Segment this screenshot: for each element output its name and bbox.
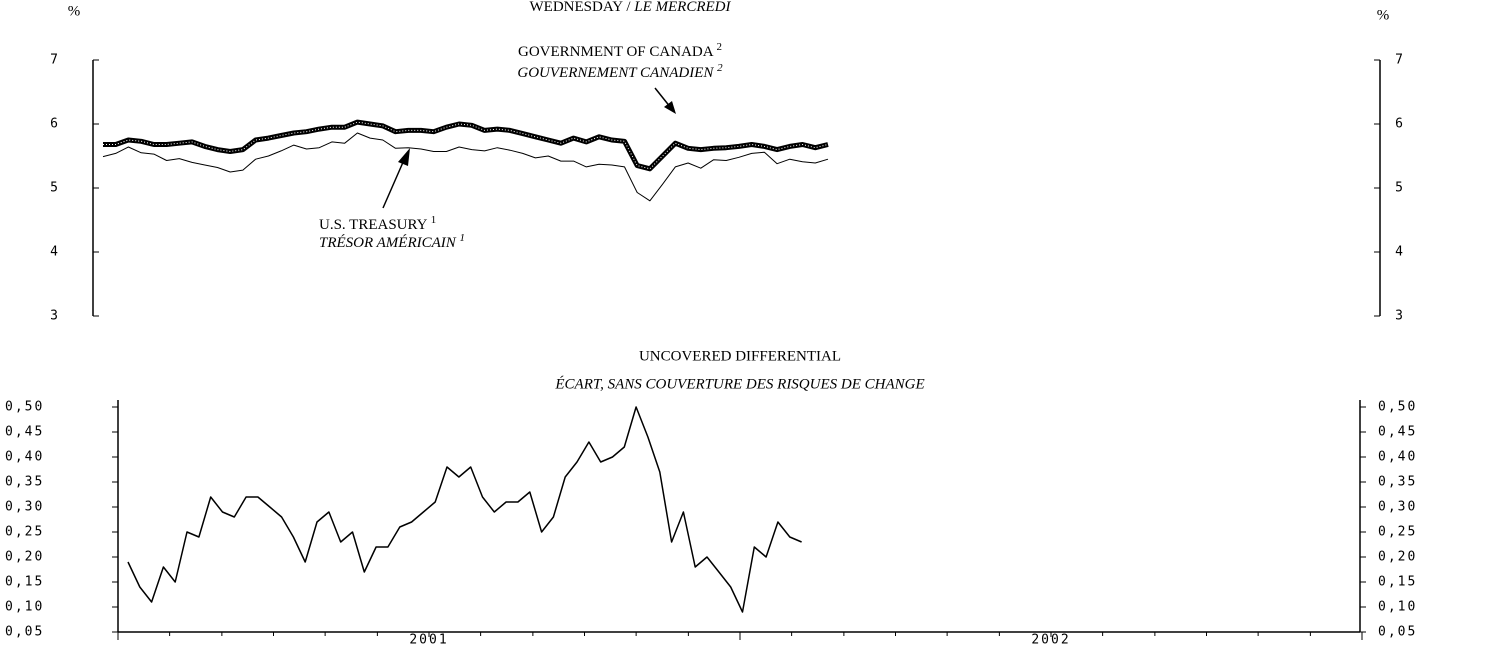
footnote: 1 <box>431 214 437 226</box>
y-tick-label: 0,20 <box>5 550 44 565</box>
annotation: U.S. TREASURY 1 <box>319 214 436 234</box>
y-tick-label: 7 <box>50 53 60 68</box>
panel-subtitle: ÉCART, SANS COUVERTURE DES RISQUES DE CH… <box>554 375 924 392</box>
series-hatch <box>103 121 829 170</box>
y-tick-label: 0,50 <box>5 400 44 415</box>
panel-title: UNCOVERED DIFFERENTIAL <box>639 348 841 364</box>
y-tick-label: 0,35 <box>5 475 44 490</box>
footnote: 1 <box>460 232 466 244</box>
series-line <box>102 132 829 202</box>
y-tick-label: 0,15 <box>1378 575 1417 590</box>
y-tick-label: 0,40 <box>5 450 44 465</box>
y-tick-label: 4 <box>50 245 60 260</box>
y-tick-label: 6 <box>1395 117 1405 132</box>
y-tick-label: 3 <box>50 309 60 324</box>
y-tick-label: 0,05 <box>1378 625 1417 640</box>
y-tick-label: 0,40 <box>1378 450 1417 465</box>
annotation: TRÉSOR AMÉRICAIN 1 <box>319 232 465 252</box>
y-tick-label: 0,45 <box>1378 425 1417 440</box>
y-tick-label: 0,30 <box>1378 500 1417 515</box>
arrow <box>382 159 405 209</box>
footnote: 2 <box>717 41 723 53</box>
title-fr: LE MERCREDI <box>633 0 731 15</box>
y-tick-label: 0,30 <box>5 500 44 515</box>
annotation: GOUVERNEMENT CANADIEN 2 <box>517 62 723 82</box>
series-line <box>127 406 802 613</box>
y-tick-label: 0,25 <box>1378 525 1417 540</box>
label: U.S. TREASURY <box>319 217 428 233</box>
arrow-head <box>664 101 676 114</box>
footnote: 2 <box>717 62 723 74</box>
label: GOVERNMENT OF CANADA <box>518 44 714 60</box>
y-tick-label: 0,15 <box>5 575 44 590</box>
series-line <box>103 119 829 172</box>
unit-left: % <box>68 3 81 19</box>
y-tick-label: 0,25 <box>5 525 44 540</box>
y-tick-label: 0,20 <box>1378 550 1417 565</box>
y-tick-label: 0,10 <box>1378 600 1417 615</box>
y-tick-label: 3 <box>1395 309 1405 324</box>
y-tick-label: 4 <box>1395 245 1405 260</box>
y-tick-label: 0,35 <box>1378 475 1417 490</box>
y-tick-label: 5 <box>50 181 60 196</box>
unit-right: % <box>1377 7 1390 23</box>
annotation: GOVERNMENT OF CANADA 2 <box>518 41 722 61</box>
x-tick-label: 2002 <box>1031 633 1070 646</box>
y-tick-label: 6 <box>50 117 60 132</box>
x-tick-label: 2001 <box>409 633 448 646</box>
label: GOUVERNEMENT CANADIEN <box>517 65 714 81</box>
y-tick-label: 0,45 <box>5 425 44 440</box>
y-tick-label: 0,05 <box>5 625 44 640</box>
chart-title: WEDNESDAY / LE MERCREDI <box>530 0 732 15</box>
y-tick-label: 7 <box>1395 53 1405 68</box>
y-tick-label: 0,10 <box>5 600 44 615</box>
label: TRÉSOR AMÉRICAIN <box>319 234 457 251</box>
y-tick-label: 5 <box>1395 181 1405 196</box>
y-tick-label: 0,50 <box>1378 400 1417 415</box>
title-en: WEDNESDAY / <box>530 0 632 15</box>
arrow-head <box>398 148 410 166</box>
